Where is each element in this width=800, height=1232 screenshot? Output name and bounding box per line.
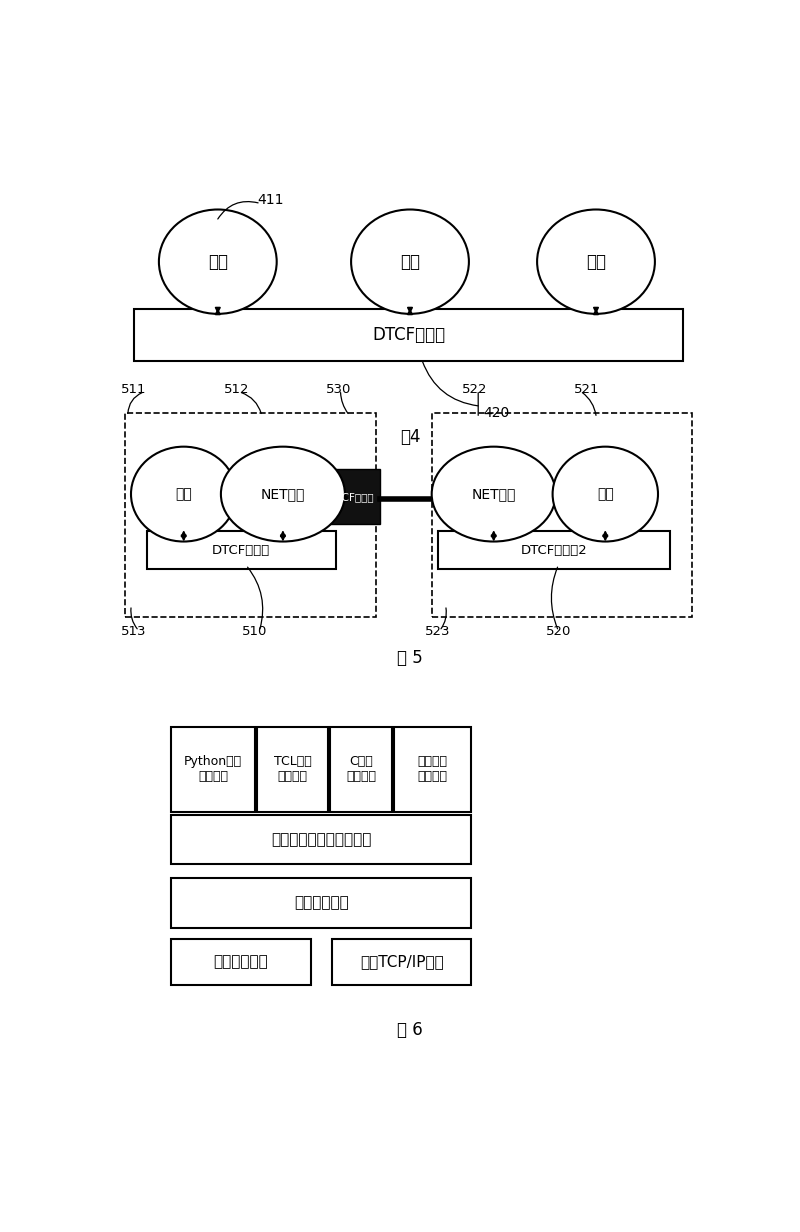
Text: 节点: 节点 xyxy=(597,487,614,501)
Text: NET节点: NET节点 xyxy=(261,487,305,501)
Text: 节点: 节点 xyxy=(400,253,420,271)
Text: DTCF软总线: DTCF软总线 xyxy=(212,543,270,557)
Text: 420: 420 xyxy=(484,407,510,420)
Text: 自动路由机制: 自动路由机制 xyxy=(294,896,349,910)
Ellipse shape xyxy=(537,209,655,314)
Text: DTCF软总线: DTCF软总线 xyxy=(372,326,445,344)
Text: 共享内存通信: 共享内存通信 xyxy=(214,955,269,970)
Text: 521: 521 xyxy=(574,383,599,397)
Ellipse shape xyxy=(131,447,237,542)
Bar xyxy=(394,727,471,812)
Text: NET节点: NET节点 xyxy=(471,487,516,501)
Text: 510: 510 xyxy=(242,625,268,638)
Text: 其它语言
适配接口: 其它语言 适配接口 xyxy=(418,755,448,784)
Text: C语言
适配接口: C语言 适配接口 xyxy=(346,755,376,784)
Text: TCL语言
适配接口: TCL语言 适配接口 xyxy=(274,755,311,784)
Bar xyxy=(432,414,692,617)
Text: 图4: 图4 xyxy=(400,429,420,446)
Text: 节点: 节点 xyxy=(586,253,606,271)
Text: 530: 530 xyxy=(326,383,351,397)
Bar xyxy=(146,531,336,569)
Bar xyxy=(322,469,380,525)
Text: 411: 411 xyxy=(258,193,284,207)
Bar xyxy=(330,727,392,812)
Text: 节点: 节点 xyxy=(208,253,228,271)
Text: 511: 511 xyxy=(122,383,147,397)
Bar xyxy=(257,727,328,812)
Bar xyxy=(171,727,255,812)
Text: 523: 523 xyxy=(425,625,450,638)
Ellipse shape xyxy=(159,209,277,314)
Text: 513: 513 xyxy=(122,625,147,638)
Text: 图 5: 图 5 xyxy=(397,649,423,668)
Ellipse shape xyxy=(351,209,469,314)
Text: 512: 512 xyxy=(224,383,249,397)
Text: 节点: 节点 xyxy=(175,487,192,501)
Bar xyxy=(332,939,471,984)
Bar xyxy=(171,878,471,928)
Bar xyxy=(171,939,311,984)
Ellipse shape xyxy=(221,447,345,542)
Text: Python语言
适配接口: Python语言 适配接口 xyxy=(184,755,242,784)
Text: DTCF软总线2: DTCF软总线2 xyxy=(521,543,587,557)
Bar xyxy=(438,531,670,569)
Text: 522: 522 xyxy=(462,383,488,397)
Ellipse shape xyxy=(553,447,658,542)
Bar xyxy=(134,309,683,361)
Text: 过程透传与实体透传协议: 过程透传与实体透传协议 xyxy=(271,832,371,846)
Text: 图 6: 图 6 xyxy=(397,1021,423,1039)
Text: 520: 520 xyxy=(546,625,571,638)
Text: DTCF软总线: DTCF软总线 xyxy=(328,492,374,501)
Bar xyxy=(171,814,471,864)
Bar xyxy=(125,414,376,617)
Ellipse shape xyxy=(432,447,556,542)
Text: 跨机TCP/IP通信: 跨机TCP/IP通信 xyxy=(360,955,443,970)
